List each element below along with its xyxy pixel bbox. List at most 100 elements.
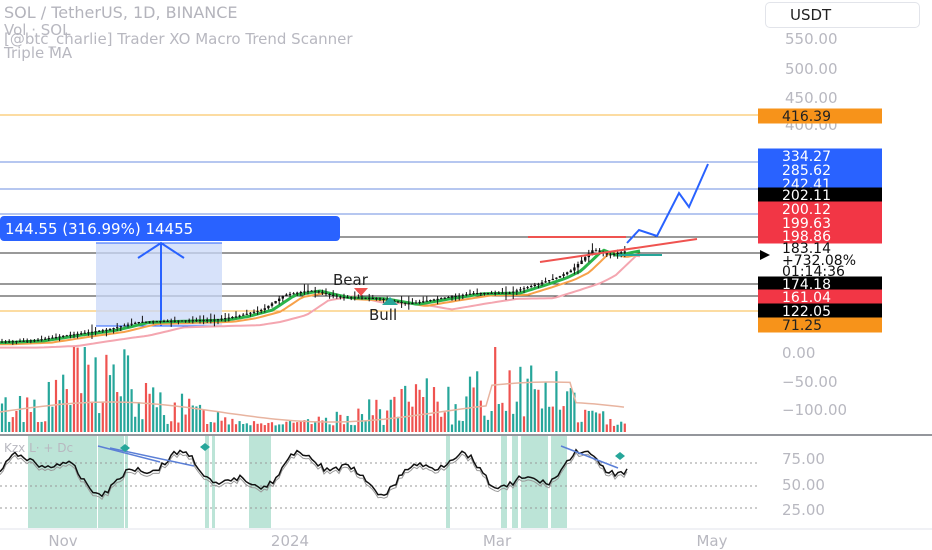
volume-bar xyxy=(537,389,540,432)
volume-bar xyxy=(51,406,54,432)
volume-bar xyxy=(602,411,605,432)
volume-bar xyxy=(591,410,594,432)
price-candle xyxy=(195,320,198,322)
price-candle xyxy=(188,320,191,322)
volume-bar xyxy=(508,370,511,432)
time-axis-tick: May xyxy=(696,532,727,550)
price-candle xyxy=(483,292,486,294)
price-candle xyxy=(504,292,508,294)
price-candle xyxy=(76,333,79,335)
price-candle xyxy=(18,340,22,342)
price-candle xyxy=(465,294,468,296)
price-candle xyxy=(130,323,133,325)
divergence-marker xyxy=(120,444,130,452)
price-candle xyxy=(278,298,281,302)
volume-bar xyxy=(303,420,306,432)
volume-bar xyxy=(616,424,619,432)
price-candle xyxy=(0,341,4,343)
rising-trendline xyxy=(539,238,698,263)
volume-axis-tick: 0.00 xyxy=(782,344,815,362)
volume-bar xyxy=(551,406,554,432)
price-candle xyxy=(87,332,90,334)
volume-bar xyxy=(94,357,97,432)
price-candle xyxy=(476,293,479,295)
volume-bar xyxy=(386,410,389,432)
divergence-line xyxy=(97,445,161,463)
price-candle xyxy=(350,297,353,299)
price-candle xyxy=(360,297,364,299)
price-candle xyxy=(245,313,248,315)
price-candle xyxy=(576,264,580,268)
last-price-change: +732.08% xyxy=(782,253,856,269)
volume-bar xyxy=(281,424,284,432)
price-candle xyxy=(368,297,371,299)
price-candle xyxy=(375,298,378,300)
price-label-box xyxy=(758,215,882,231)
price-label: 200.12 xyxy=(782,202,831,218)
price-candle xyxy=(508,292,511,294)
price-candle xyxy=(594,250,598,252)
price-candle xyxy=(591,250,594,254)
volume-bar xyxy=(198,404,202,432)
price-candle xyxy=(468,293,472,295)
price-candle xyxy=(450,296,454,298)
volume-bar xyxy=(242,424,245,432)
price-candle xyxy=(98,330,101,332)
volume-bar xyxy=(76,347,79,432)
volume-bar xyxy=(339,414,342,432)
volume-bar xyxy=(101,401,104,432)
volume-bar xyxy=(411,406,414,432)
price-candle xyxy=(317,291,320,293)
volume-bar xyxy=(80,393,83,432)
price-candle xyxy=(339,296,342,298)
price-candle xyxy=(249,312,252,314)
volume-axis-tick: −50.00 xyxy=(782,373,838,391)
price-candle xyxy=(573,267,576,271)
price-candle xyxy=(216,319,220,321)
price-candle xyxy=(108,328,112,330)
oscillator-legend: Kzx L· + Dc xyxy=(4,441,73,455)
volume-bar xyxy=(180,393,184,432)
volume-bar xyxy=(227,424,230,432)
price-candle xyxy=(242,314,245,316)
price-candle xyxy=(422,301,425,303)
price-candle xyxy=(47,338,50,340)
price-candle xyxy=(400,302,403,304)
volume-bar xyxy=(26,397,29,432)
price-candle xyxy=(540,282,544,284)
price-candle xyxy=(555,277,558,279)
price-candle xyxy=(454,295,457,297)
price-candle xyxy=(263,308,266,310)
price-candle xyxy=(170,320,173,322)
volume-bar xyxy=(292,422,295,432)
oscillator-highlight-zone xyxy=(125,436,128,528)
price-candle xyxy=(609,254,612,256)
candle-countdown: 01:14:36 xyxy=(782,264,845,280)
price-axis-tick: 500.00 xyxy=(785,60,838,78)
price-candle xyxy=(191,320,194,322)
volume-bar xyxy=(324,417,328,432)
price-candle xyxy=(137,321,140,323)
volume-bar xyxy=(278,424,281,432)
currency-button[interactable]: USDT xyxy=(765,2,920,28)
oscillator-highlight-zone xyxy=(249,436,271,528)
price-candle xyxy=(580,260,583,265)
volume-bar xyxy=(310,424,313,432)
volume-bar xyxy=(497,404,500,432)
price-candle xyxy=(357,297,360,299)
price-candle xyxy=(314,290,317,292)
price-candle xyxy=(26,340,29,342)
price-candle xyxy=(411,303,414,305)
price-candle xyxy=(184,320,187,322)
volume-bar xyxy=(18,395,22,432)
volume-bar xyxy=(483,415,486,432)
price-label-box xyxy=(758,187,882,203)
price-label: 161.04 xyxy=(782,290,831,306)
volume-bar xyxy=(465,396,468,432)
time-axis-tick: Mar xyxy=(483,532,512,550)
volume-bar xyxy=(299,420,302,432)
price-candle xyxy=(112,328,115,330)
price-candle xyxy=(371,298,374,300)
volume-bar xyxy=(555,371,558,432)
